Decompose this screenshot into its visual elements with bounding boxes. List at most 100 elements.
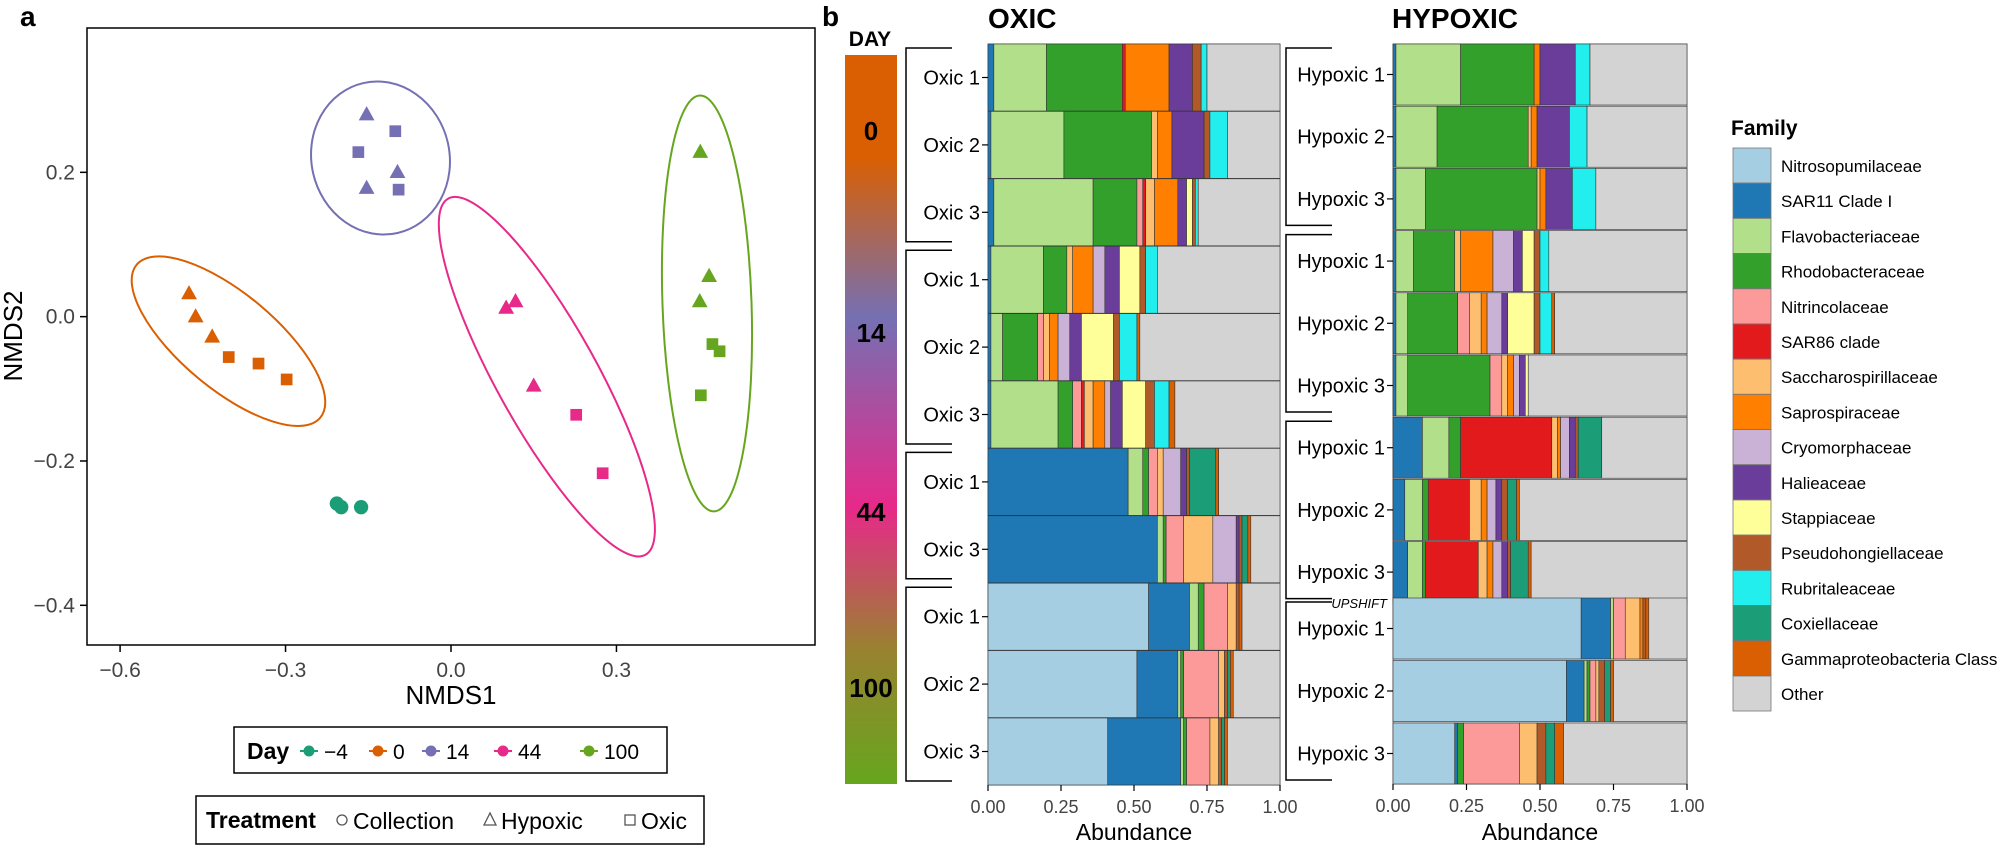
bar-segment-sar11-clade-i xyxy=(1392,105,1397,168)
bar-segment-other xyxy=(1227,717,1281,786)
bar-segment-coxiellaceae xyxy=(1510,541,1529,603)
bar-segment-halieaceae xyxy=(1539,43,1576,106)
bar-segment-stappiaceae xyxy=(1186,178,1193,247)
bar-segment-rhodobacteraceae xyxy=(1046,43,1123,112)
bar-segment-pseudohongiellaceae xyxy=(1186,448,1190,516)
bar-segment-coxiellaceae xyxy=(1604,660,1611,722)
family-legend-label-10: Stappiaceae xyxy=(1781,509,1876,528)
bar-segment-flavobacteriaceae xyxy=(1395,105,1438,168)
bar-segment-nitrincolaceae xyxy=(1203,582,1228,651)
bar-segment-other xyxy=(1174,380,1281,449)
bar-segment-saccharospirillaceae xyxy=(1469,479,1482,541)
bar-segment-other xyxy=(1563,722,1688,785)
bar-segment-cryomorphaceae xyxy=(1092,245,1106,314)
nmds-x-tick-label: −0.6 xyxy=(99,659,140,682)
bar-segment-cryomorphaceae xyxy=(1104,380,1111,449)
row-label: Oxic 3 xyxy=(923,539,980,561)
row-label: Hypoxic 2 xyxy=(1297,127,1385,149)
family-legend-swatch-0 xyxy=(1732,147,1772,184)
row-label: Hypoxic 3 xyxy=(1297,562,1385,584)
bar-segment-gammaproteobacteria-class xyxy=(1247,515,1252,584)
bar-segment-cryomorphaceae xyxy=(1492,230,1514,292)
bar-segment-saccharospirillaceae xyxy=(1501,354,1508,417)
bar-segment-nitrincolaceae xyxy=(1136,178,1144,247)
bar-segment-halieaceae xyxy=(1235,515,1240,584)
day-legend-dot-2 xyxy=(425,745,437,757)
bar-segment-stappiaceae xyxy=(1081,313,1114,381)
bar-segment-sar86-clade xyxy=(1081,380,1085,449)
bar-segment-nitrosopumilaceae xyxy=(987,650,1138,718)
bar-segment-rhodobacteraceae xyxy=(1183,717,1187,786)
treatment-legend-label-1: Hypoxic xyxy=(501,808,583,834)
nmds-point-17 xyxy=(525,377,542,392)
bar-segment-cryomorphaceae xyxy=(1513,354,1520,417)
day-legend: Day −4 0 14 44 100 xyxy=(233,726,668,774)
bar-segment-cryomorphaceae xyxy=(1486,292,1503,355)
bar-segment-sar11-clade-i xyxy=(1392,168,1397,230)
nmds-y-tick-label: 0.0 xyxy=(46,306,75,329)
bar-segment-pseudohongiellaceae xyxy=(1218,717,1222,786)
bar-segment-other xyxy=(1586,105,1688,168)
bar-segment-pseudohongiellaceae xyxy=(1145,380,1155,449)
bar-segment-sar11-clade-i xyxy=(1392,230,1397,292)
bar-segment-stappiaceae xyxy=(1122,380,1146,449)
bar-segment-saccharospirillaceae xyxy=(1519,722,1538,785)
bar-segment-flavobacteriaceae xyxy=(1127,448,1144,516)
nmds-point-23 xyxy=(706,338,719,350)
bar-segment-coxiellaceae xyxy=(1577,416,1603,479)
family-legend-label-1: SAR11 Clade I xyxy=(1781,192,1892,211)
bar-segment-rubritaleaceae xyxy=(1539,230,1550,292)
x-tick-label: 0.75 xyxy=(1189,797,1224,817)
row-label: Oxic 2 xyxy=(923,337,980,359)
nmds-x-axis-label: NMDS1 xyxy=(405,680,496,710)
family-legend-swatch-3 xyxy=(1732,253,1772,290)
bar-segment-rhodobacteraceae xyxy=(1448,416,1461,479)
bar-segment-nitrincolaceae xyxy=(1183,650,1219,718)
bar-segment-halieaceae xyxy=(1569,416,1576,479)
bar-segment-saccharospirillaceae xyxy=(1157,448,1164,516)
nmds-ellipses xyxy=(130,80,754,558)
nmds-point-25 xyxy=(694,389,707,402)
bar-segment-pseudohongiellaceae xyxy=(1192,178,1196,247)
day-legend-label-1: 0 xyxy=(393,741,405,764)
family-legend-label-12: Rubritaleaceae xyxy=(1781,579,1895,598)
bar-segment-flavobacteriaceae xyxy=(1180,717,1184,786)
x-tick-label: 0.00 xyxy=(970,797,1005,817)
bar-segment-saprospiraceae xyxy=(1557,416,1561,479)
nmds-point-15 xyxy=(498,299,515,314)
nmds-point-8 xyxy=(280,373,293,386)
bar-segment-nitrosopumilaceae xyxy=(1392,597,1582,660)
bar-segment-coxiellaceae xyxy=(1227,650,1231,718)
bar-segment-halieaceae xyxy=(1519,354,1526,417)
nmds-plot-frame xyxy=(86,27,816,646)
family-legend-swatch-11 xyxy=(1732,534,1772,571)
bar-segment-saccharospirillaceae xyxy=(1209,717,1219,786)
bar-segment-halieaceae xyxy=(1110,380,1123,449)
family-legend-label-11: Pseudohongiellaceae xyxy=(1781,544,1944,563)
x-tick-label: 0.25 xyxy=(1043,797,1078,817)
bar-segment-gammaproteobacteria-class xyxy=(1551,292,1556,355)
bar-segment-sar86-clade xyxy=(1460,416,1553,479)
bar-segment-cryomorphaceae xyxy=(1212,515,1237,584)
bar-segment-saccharospirillaceae xyxy=(1536,168,1541,230)
bar-segment-rhodobacteraceae xyxy=(1002,313,1038,381)
nmds-point-12 xyxy=(352,146,365,158)
bar-segment-flavobacteriaceae xyxy=(993,43,1047,112)
bar-segment-other xyxy=(1601,416,1688,479)
row-label: Oxic 2 xyxy=(923,135,980,157)
bar-segment-other xyxy=(1250,515,1281,584)
nmds-x-tick-label: 0.0 xyxy=(436,659,465,682)
bar-segment-halieaceae xyxy=(1501,292,1508,355)
bar-segment-saprospiraceae xyxy=(1530,105,1538,168)
bar-segment-flavobacteriaceae xyxy=(1422,416,1450,479)
day-bar-title: DAY xyxy=(849,28,891,51)
family-legend-label-6: Saccharospirillaceae xyxy=(1781,368,1938,387)
x-tick-label: 0.75 xyxy=(1596,796,1631,816)
bar-segment-other xyxy=(1519,479,1688,541)
nmds-point-11 xyxy=(389,163,406,179)
bar-segment-other xyxy=(1648,597,1688,660)
row-label: Hypoxic 3 xyxy=(1297,376,1385,398)
row-label: Hypoxic 1 xyxy=(1297,251,1385,273)
family-legend-swatch-6 xyxy=(1732,358,1772,395)
bar-segment-halieaceae xyxy=(1069,313,1082,381)
